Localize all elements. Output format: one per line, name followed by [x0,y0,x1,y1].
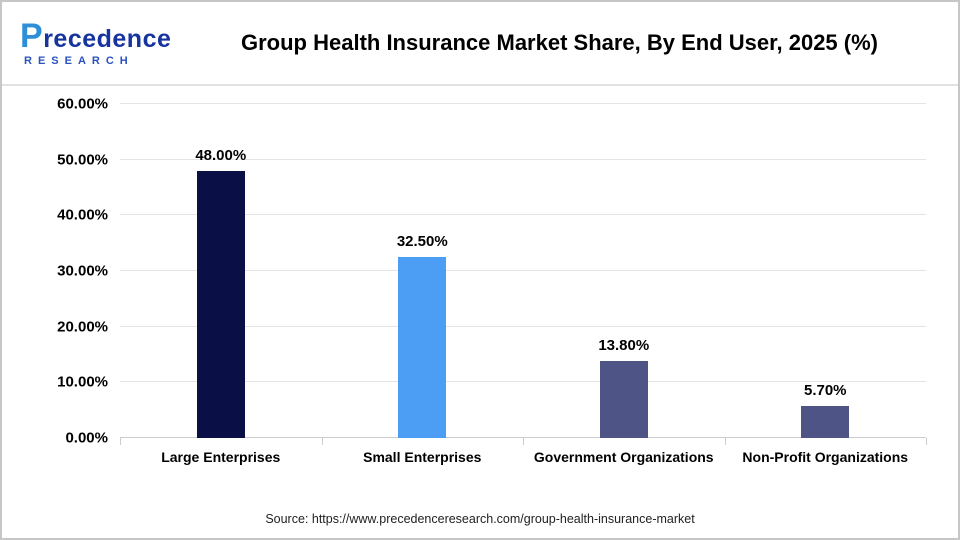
chart-title: Group Health Insurance Market Share, By … [241,30,878,55]
gridline-20 [120,325,926,327]
source-text: Source: https://www.precedenceresearch.c… [265,512,695,526]
bar-non-profit-organizations: 5.70% [801,382,850,438]
logo-wordmark: Precedence [20,17,172,55]
bar-value-label: 32.50% [396,233,448,251]
logo-subtitle: RESEARCH [24,55,134,67]
bar-government-organizations: 13.80% [598,337,649,438]
gridline-50 [120,158,926,160]
y-axis-tick-label: 50.00% [57,151,108,169]
x-axis-label-text: Small Enterprises [363,449,482,465]
bar-value-label: 48.00% [195,146,247,164]
x-axis-tick [523,438,524,445]
bar-value-label: 5.70% [803,382,847,400]
bar-value-label: 13.80% [598,337,650,355]
y-axis-tick-label: 30.00% [57,262,108,280]
x-axis-tick [120,438,121,445]
x-axis-label-large-enterprises: Large Enterprises [120,448,322,467]
gridline-30 [120,270,926,271]
y-axis-tick-label: 0.00% [65,429,108,447]
x-axis-label-text: Non-Profit Organizations [742,449,909,465]
x-axis-tick [926,438,927,445]
x-axis-labels: Large Enterprises Small Enterprises Govern… [120,448,926,467]
gridline-40 [120,214,926,216]
bar-large-enterprises: 48.00% [195,147,246,438]
gridline-60 [120,103,926,104]
x-axis-tick [724,438,726,445]
precedence-research-logo: Precedence RESEARCH [20,19,185,67]
gridline-0 [120,437,926,438]
x-axis-label-small-enterprises: Small Enterprises [322,448,524,467]
x-axis-label-text: Government Organizations [533,449,714,465]
x-axis-label-government-organizations: Government Organizations [523,448,725,467]
x-axis-label-text: Large Enterprises [161,449,281,465]
y-axis-tick-label: 10.00% [57,373,108,391]
y-axis-tick-label: 20.00% [57,318,108,336]
y-axis-tick-label: 40.00% [57,206,108,224]
header: Precedence RESEARCH Group Health Insuran… [2,2,958,86]
x-axis-label-non-profit-organizations: Non-Profit Organizations [725,448,927,467]
bar-small-enterprises: 32.50% [397,233,448,438]
source-line: Source: https://www.precedenceresearch.c… [2,500,958,538]
y-axis-tick-label: 60.00% [57,95,108,113]
gridline-10 [120,381,926,383]
plot-area: 0.00% 10.00% 20.00% 30.00% 40.00% 50.00% 60.00… [57,96,927,447]
chart-area: 0.00% 10.00% 20.00% 30.00% 40.00% 50.00% 60.00… [2,86,958,500]
x-axis-tick [321,438,323,445]
